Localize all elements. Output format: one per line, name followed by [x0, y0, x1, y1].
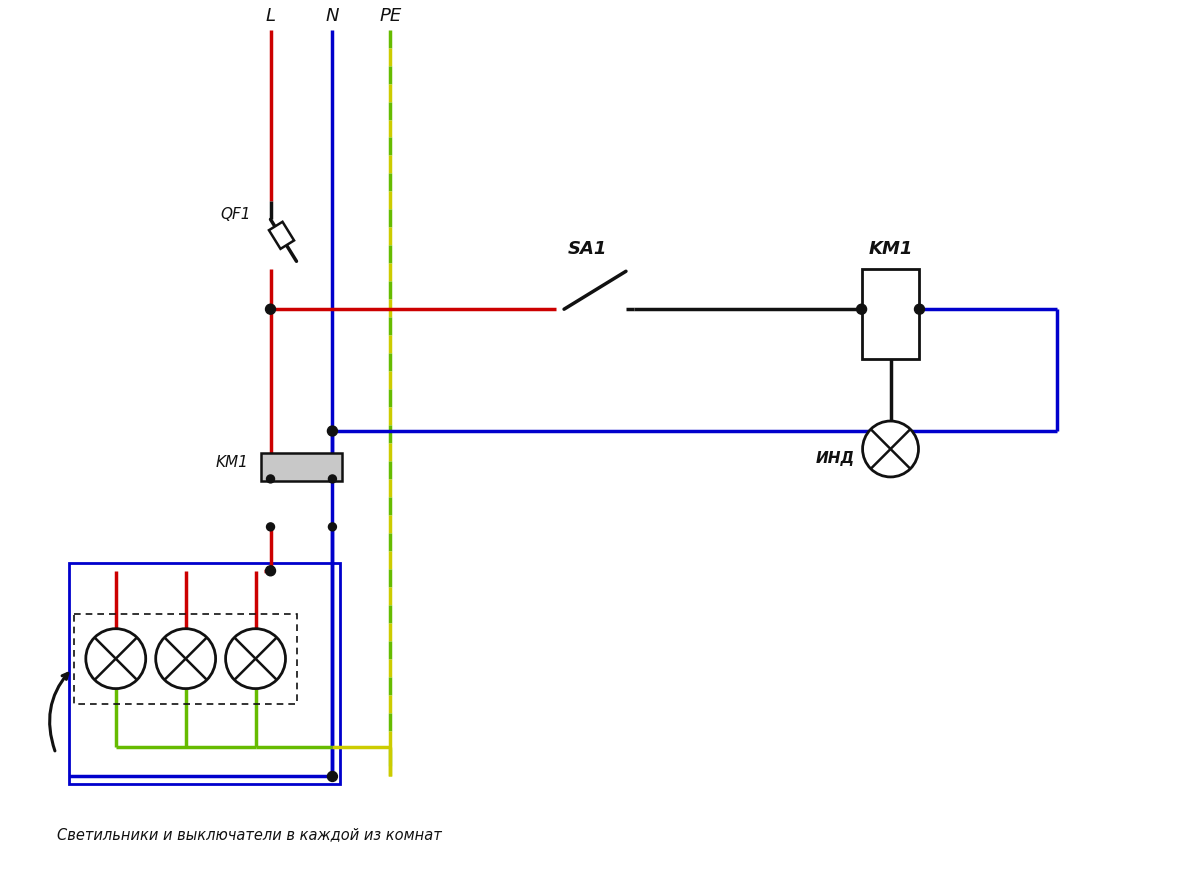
Bar [68, 563, 341, 785]
Bar [269, 222, 294, 249]
Text: QF1: QF1 [220, 207, 251, 222]
Text: PE: PE [379, 7, 402, 25]
Circle shape [329, 475, 336, 484]
Circle shape [863, 421, 918, 478]
Circle shape [266, 475, 275, 484]
Bar [74, 614, 298, 704]
Circle shape [329, 523, 336, 531]
Text: KM1: KM1 [216, 455, 248, 470]
Bar [260, 453, 342, 481]
Text: KM1: KM1 [869, 240, 913, 258]
Text: SA1: SA1 [568, 240, 607, 258]
Circle shape [266, 523, 275, 531]
Circle shape [156, 629, 216, 689]
Circle shape [265, 305, 276, 315]
Circle shape [265, 566, 276, 576]
Circle shape [857, 305, 866, 315]
Text: N: N [325, 7, 340, 25]
Text: Светильники и выключатели в каждой из комнат: Светильники и выключатели в каждой из ко… [56, 826, 442, 841]
Text: ИНД: ИНД [816, 450, 854, 465]
Circle shape [226, 629, 286, 689]
Circle shape [328, 427, 337, 436]
Bar [862, 270, 919, 360]
Text: L: L [265, 7, 276, 25]
Circle shape [914, 305, 924, 315]
Circle shape [328, 772, 337, 781]
Circle shape [86, 629, 145, 689]
